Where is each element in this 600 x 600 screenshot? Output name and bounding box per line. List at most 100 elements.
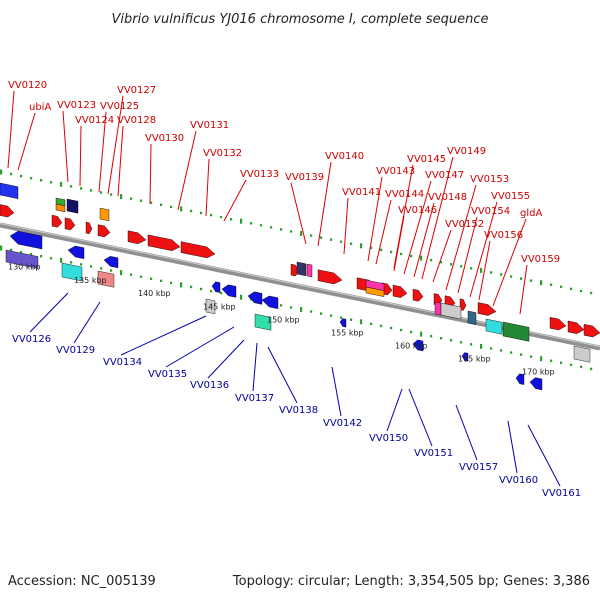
- forward-label-leader: [62, 110, 69, 183]
- forward-gene-label: VV0124: [75, 115, 114, 126]
- scale-dot: [30, 252, 33, 256]
- forward-gene-arrow: [85, 221, 93, 235]
- scale-dot: [420, 331, 423, 337]
- scale-dot: [300, 231, 303, 236]
- forward-gene-arrow: [97, 224, 111, 238]
- forward-label-leader: [149, 143, 152, 205]
- scale-dot: [300, 307, 303, 312]
- scale-dot: [70, 185, 73, 188]
- forward-label-leader: [117, 125, 124, 197]
- reverse-label-leader: [207, 339, 245, 379]
- reverse-label-leader: [252, 342, 258, 392]
- scale-dot: [380, 248, 383, 252]
- scale-dot: [120, 270, 123, 276]
- scale-dot: [190, 285, 193, 289]
- reverse-gene-box: [97, 270, 115, 288]
- forward-label-leader: [7, 90, 15, 169]
- reverse-gene-label: VV0126: [12, 334, 51, 345]
- scale-dot: [440, 337, 443, 340]
- forward-label-leader: [478, 240, 491, 301]
- scale-dot: [60, 181, 63, 187]
- scale-dot: [430, 334, 433, 338]
- forward-label-leader: [469, 201, 498, 298]
- scale-dot: [160, 279, 163, 282]
- forward-gene-arrow: [0, 204, 15, 218]
- scale-dot: [320, 236, 323, 239]
- forward-label-leader: [432, 229, 452, 283]
- reverse-gene-arrow: [211, 281, 221, 293]
- scale-dot: [520, 277, 523, 280]
- forward-gene-label: VV0152: [445, 219, 484, 230]
- forward-gene-arrow: [412, 288, 424, 302]
- scale-dot: [20, 250, 23, 254]
- forward-gene-box: [485, 318, 503, 335]
- scale-dot: [260, 224, 263, 227]
- forward-gene-arrow: [549, 317, 567, 331]
- forward-gene-label: VV0133: [240, 169, 279, 180]
- scale-dot: [10, 172, 13, 176]
- forward-gene-box: [502, 321, 530, 342]
- scale-dot: [370, 246, 373, 250]
- reverse-label-leader: [455, 404, 478, 461]
- scale-dot: [110, 269, 113, 272]
- scale-dot: [480, 267, 483, 273]
- scale-dot: [470, 343, 473, 346]
- forward-label-leader: [375, 199, 392, 265]
- reverse-gene-arrow: [9, 230, 43, 250]
- scale-dot: [100, 267, 103, 270]
- ruler-label: 145 kbp: [203, 302, 236, 311]
- forward-gene-label: VV0127: [117, 85, 156, 96]
- forward-gene-box: [573, 345, 591, 363]
- reverse-label-leader: [527, 424, 561, 487]
- scale-dot: [310, 310, 313, 313]
- scale-dot: [450, 339, 453, 342]
- scale-dot: [400, 252, 403, 256]
- reverse-gene-label: VV0138: [279, 405, 318, 416]
- forward-gene-arrow: [477, 302, 497, 316]
- forward-gene-label: VV0139: [285, 172, 324, 183]
- scale-dot: [40, 255, 43, 258]
- reverse-gene-label: VV0134: [103, 357, 142, 368]
- forward-gene-box: [440, 302, 462, 320]
- reverse-label-leader: [507, 420, 518, 474]
- scale-dot: [210, 289, 213, 293]
- forward-gene-box: [66, 198, 79, 214]
- scale-dot: [140, 275, 143, 278]
- scale-dot: [330, 238, 333, 241]
- scale-dot: [350, 242, 353, 245]
- forward-gene-arrow: [567, 320, 585, 334]
- forward-label-leader: [177, 130, 197, 211]
- forward-gene-box: [296, 261, 307, 277]
- ruler-label: 155 kbp: [331, 329, 364, 338]
- forward-gene-label: VV0143: [376, 166, 415, 177]
- reverse-gene-arrow: [339, 318, 347, 328]
- scale-dot: [130, 273, 133, 276]
- label-leader-lines: [7, 90, 561, 487]
- forward-label-leader: [519, 264, 528, 315]
- reverse-gene-box: [5, 249, 39, 269]
- scale-dot: [200, 211, 203, 215]
- reverse-gene-label: VV0150: [369, 433, 408, 444]
- reverse-gene-arrow: [529, 377, 543, 391]
- reverse-gene-label: VV0136: [190, 380, 229, 391]
- scale-dot: [550, 283, 553, 286]
- scale-dot: [10, 248, 13, 252]
- reverse-gene-box: [61, 262, 83, 282]
- forward-gene-label: VV0144: [385, 189, 424, 200]
- reverse-gene-arrow: [461, 352, 469, 362]
- scale-dot: [290, 306, 293, 309]
- scale-dot: [390, 250, 393, 254]
- scale-dot: [80, 263, 83, 266]
- reverse-label-leader: [73, 301, 101, 344]
- forward-gene-label: VV0149: [447, 146, 486, 157]
- scale-dot: [340, 240, 343, 243]
- reverse-gene-box: [205, 298, 216, 315]
- scale-dot: [220, 215, 223, 219]
- reverse-label-leader: [331, 366, 342, 417]
- scale-dot: [530, 279, 533, 282]
- reverse-gene-label: VV0160: [499, 475, 538, 486]
- scale-dot: [280, 304, 283, 307]
- reverse-gene-arrow: [221, 284, 237, 298]
- scale-dot: [100, 191, 103, 194]
